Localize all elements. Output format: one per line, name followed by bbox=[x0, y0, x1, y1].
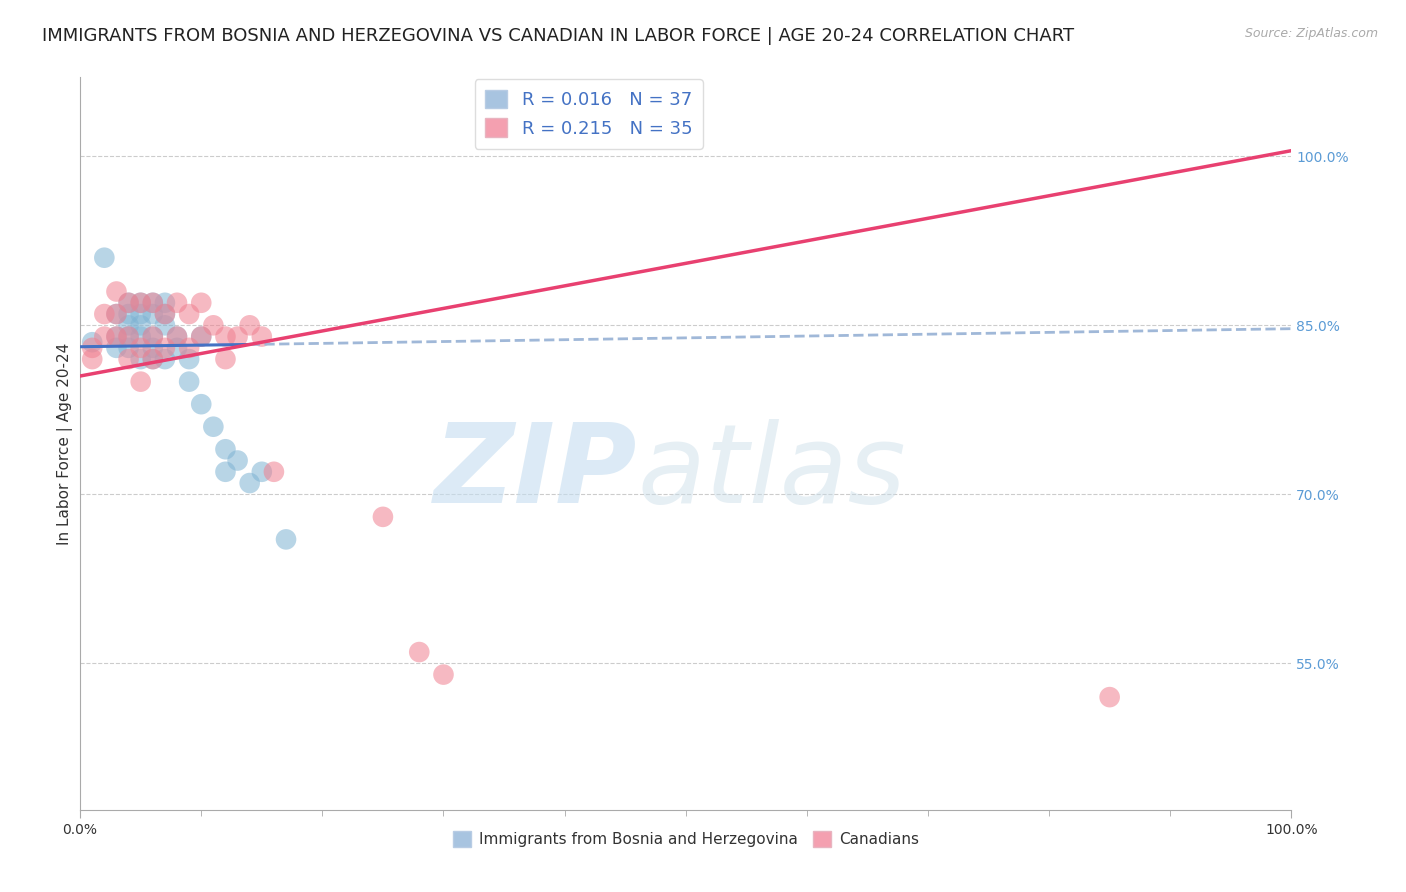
Point bbox=[1098, 690, 1121, 705]
Point bbox=[166, 329, 188, 343]
Point bbox=[153, 341, 176, 355]
Point bbox=[226, 453, 249, 467]
Point bbox=[226, 329, 249, 343]
Point bbox=[190, 295, 212, 310]
Point bbox=[82, 352, 104, 367]
Text: Source: ZipAtlas.com: Source: ZipAtlas.com bbox=[1244, 27, 1378, 40]
Point bbox=[117, 329, 139, 343]
Point bbox=[129, 352, 152, 367]
Point bbox=[214, 442, 236, 457]
Point bbox=[117, 295, 139, 310]
Point bbox=[166, 329, 188, 343]
Point bbox=[153, 318, 176, 333]
Point bbox=[105, 285, 128, 299]
Legend: Immigrants from Bosnia and Herzegovina, Canadians: Immigrants from Bosnia and Herzegovina, … bbox=[447, 825, 925, 854]
Point bbox=[142, 329, 165, 343]
Point bbox=[142, 295, 165, 310]
Point bbox=[250, 329, 273, 343]
Point bbox=[142, 341, 165, 355]
Point bbox=[129, 329, 152, 343]
Point bbox=[371, 509, 394, 524]
Point bbox=[129, 295, 152, 310]
Point bbox=[153, 307, 176, 321]
Point bbox=[263, 465, 285, 479]
Point bbox=[179, 375, 201, 389]
Point bbox=[82, 341, 104, 355]
Point bbox=[166, 341, 188, 355]
Text: ZIP: ZIP bbox=[434, 419, 637, 526]
Text: IMMIGRANTS FROM BOSNIA AND HERZEGOVINA VS CANADIAN IN LABOR FORCE | AGE 20-24 CO: IMMIGRANTS FROM BOSNIA AND HERZEGOVINA V… bbox=[42, 27, 1074, 45]
Point bbox=[142, 295, 165, 310]
Point bbox=[179, 307, 201, 321]
Point bbox=[153, 307, 176, 321]
Point bbox=[408, 645, 430, 659]
Point bbox=[117, 329, 139, 343]
Point bbox=[117, 295, 139, 310]
Point bbox=[105, 329, 128, 343]
Point bbox=[142, 352, 165, 367]
Point bbox=[166, 295, 188, 310]
Text: atlas: atlas bbox=[637, 419, 905, 526]
Point bbox=[105, 341, 128, 355]
Point bbox=[179, 352, 201, 367]
Point bbox=[179, 341, 201, 355]
Y-axis label: In Labor Force | Age 20-24: In Labor Force | Age 20-24 bbox=[58, 343, 73, 545]
Point bbox=[93, 251, 115, 265]
Point bbox=[190, 397, 212, 411]
Point bbox=[93, 329, 115, 343]
Point bbox=[214, 329, 236, 343]
Point bbox=[105, 307, 128, 321]
Point bbox=[117, 341, 139, 355]
Point bbox=[93, 307, 115, 321]
Point bbox=[153, 295, 176, 310]
Point bbox=[129, 318, 152, 333]
Point bbox=[239, 318, 262, 333]
Point bbox=[117, 307, 139, 321]
Point bbox=[214, 465, 236, 479]
Point bbox=[117, 318, 139, 333]
Point bbox=[190, 329, 212, 343]
Point bbox=[105, 329, 128, 343]
Point bbox=[129, 307, 152, 321]
Point bbox=[129, 341, 152, 355]
Point bbox=[117, 352, 139, 367]
Point bbox=[214, 352, 236, 367]
Point bbox=[105, 307, 128, 321]
Point bbox=[190, 329, 212, 343]
Point bbox=[432, 667, 454, 681]
Point bbox=[202, 419, 225, 434]
Point bbox=[239, 476, 262, 491]
Point bbox=[142, 307, 165, 321]
Point bbox=[153, 352, 176, 367]
Point bbox=[82, 335, 104, 350]
Point bbox=[202, 318, 225, 333]
Point bbox=[142, 329, 165, 343]
Point bbox=[142, 352, 165, 367]
Point bbox=[250, 465, 273, 479]
Point bbox=[274, 533, 297, 547]
Point bbox=[129, 295, 152, 310]
Point bbox=[129, 375, 152, 389]
